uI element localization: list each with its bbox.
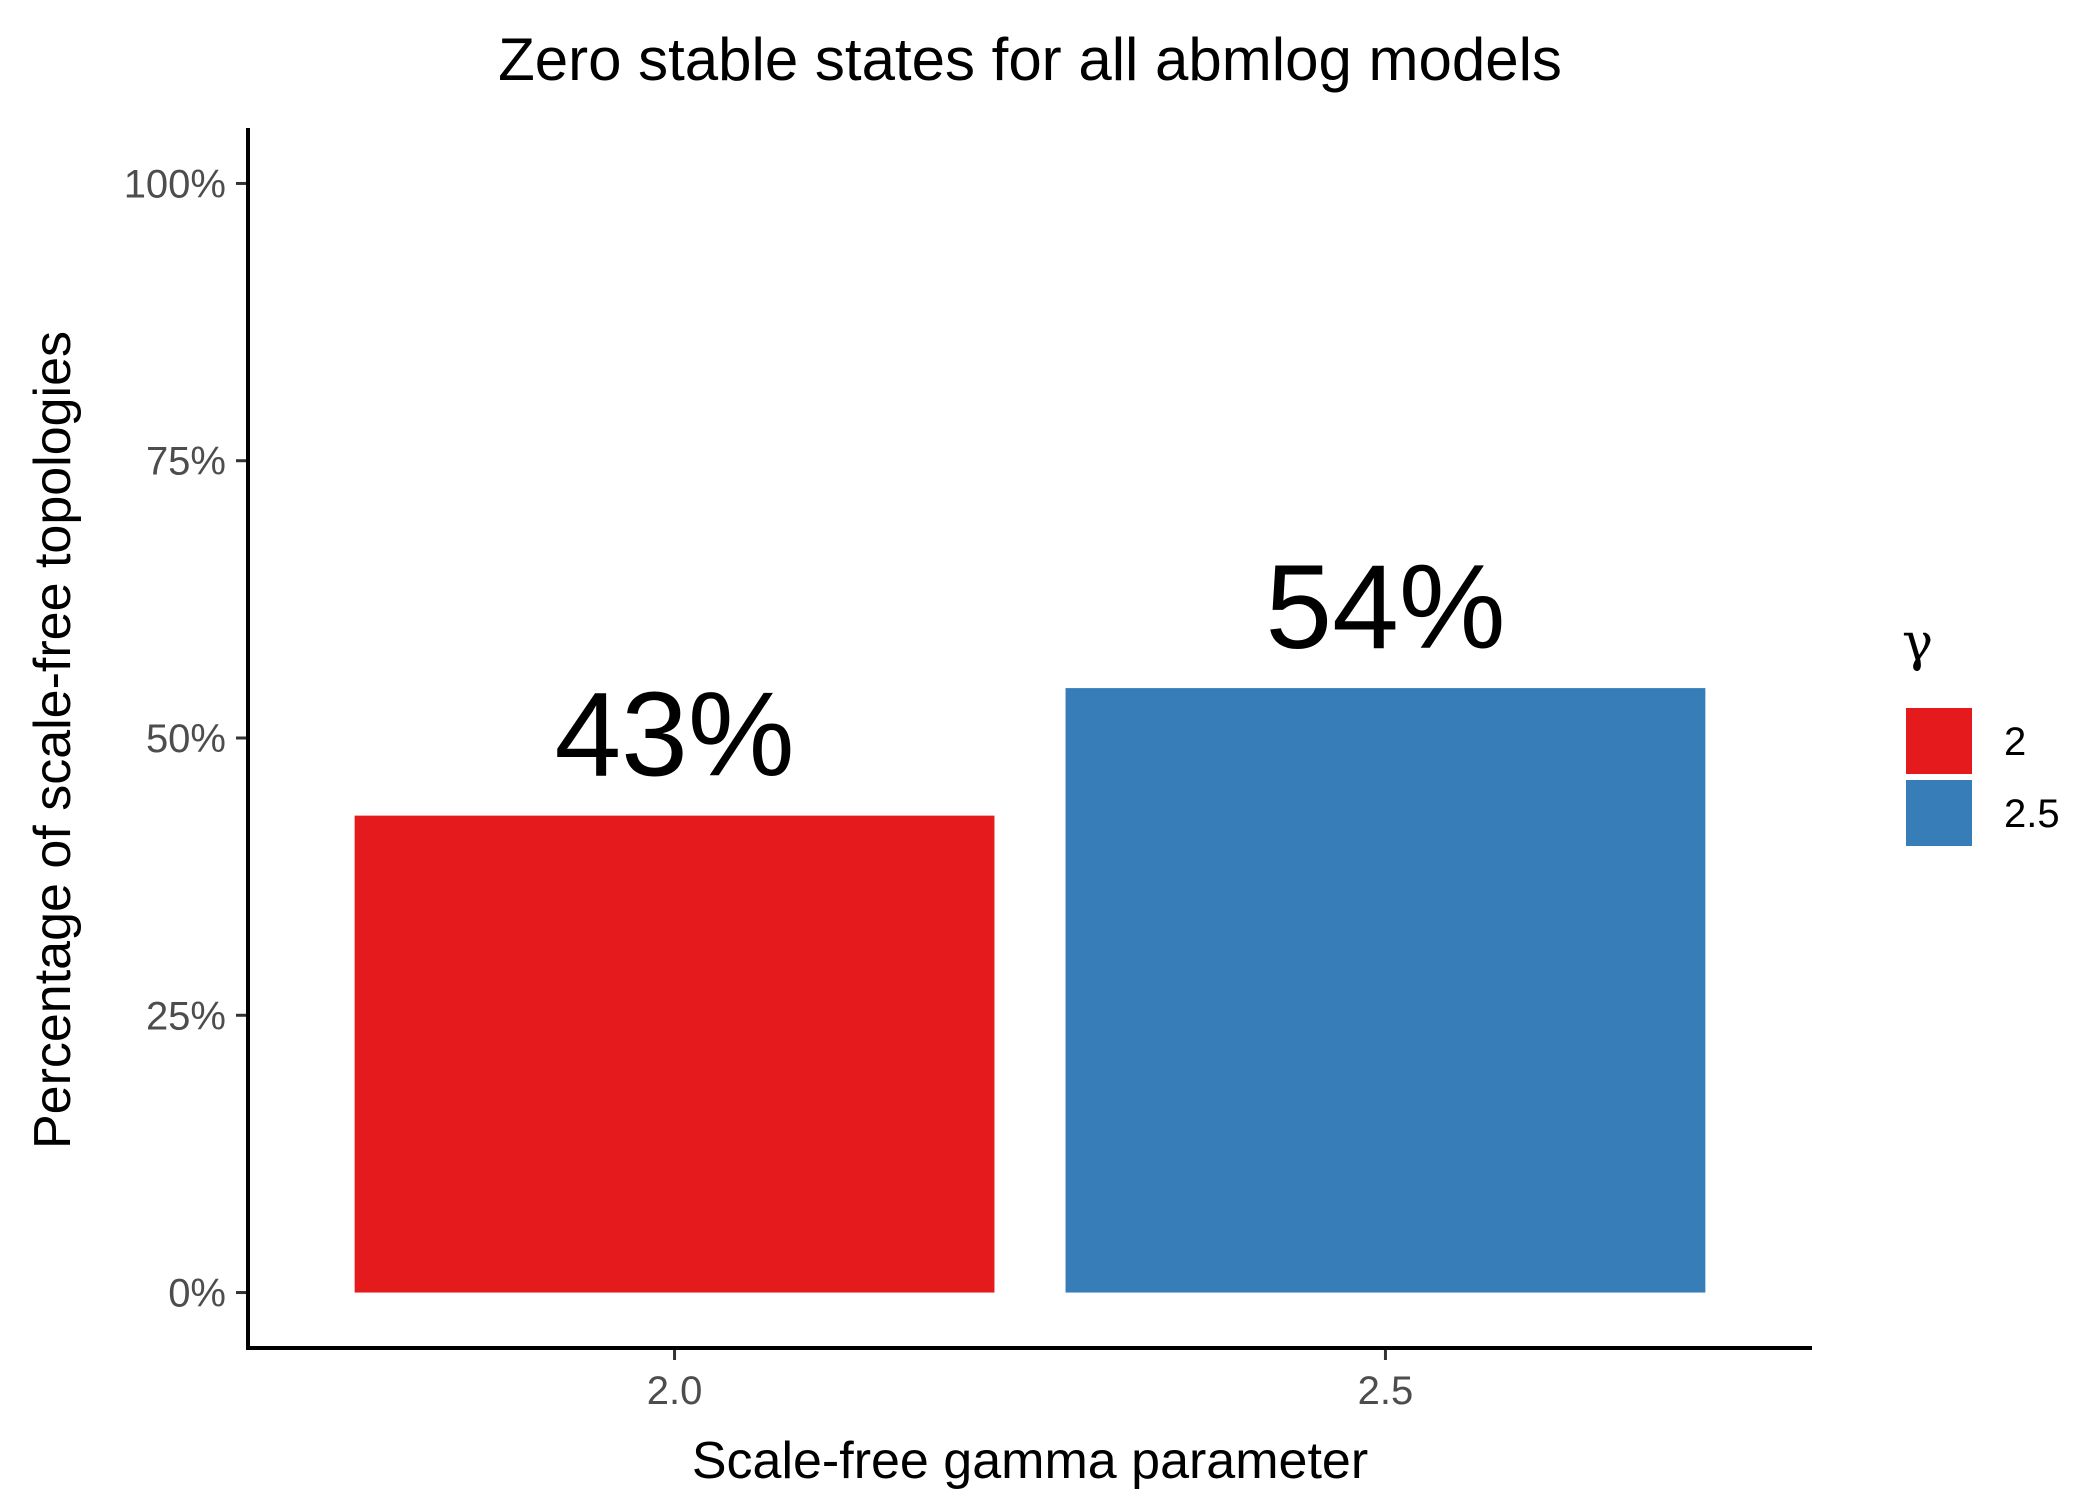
x-tick-label: 2.0	[647, 1369, 703, 1413]
chart-title: Zero stable states for all abmlog models	[498, 26, 1562, 93]
y-tick-label: 100%	[124, 162, 226, 206]
y-tick-label: 50%	[146, 717, 226, 761]
bars	[354, 688, 1706, 1293]
legend-entries: 22.5	[1906, 708, 2060, 846]
legend-key	[1906, 708, 1972, 774]
y-tick-label: 0%	[168, 1272, 226, 1316]
legend-label: 2.5	[2004, 792, 2060, 836]
y-axis-title: Percentage of scale-free topologies	[24, 331, 82, 1149]
bar-2-5	[1065, 688, 1706, 1293]
y-axis-ticks: 0% 25% 50% 75% 100%	[124, 162, 248, 1316]
legend: γ 22.5	[1902, 613, 2060, 846]
legend-title: γ	[1902, 613, 1933, 673]
bar-value-label: 54%	[1265, 540, 1505, 674]
legend-key	[1906, 780, 1972, 846]
x-axis-title: Scale-free gamma parameter	[692, 1432, 1368, 1490]
x-axis-ticks: 2.0 2.5	[647, 1348, 1414, 1413]
bar-value-labels: 43% 54%	[554, 540, 1505, 802]
y-tick-label: 25%	[146, 994, 226, 1038]
x-tick-label: 2.5	[1358, 1369, 1414, 1413]
bar-2-0	[354, 815, 995, 1293]
bar-value-label: 43%	[554, 668, 794, 802]
y-tick-label: 75%	[146, 440, 226, 484]
legend-label: 2	[2004, 720, 2026, 764]
